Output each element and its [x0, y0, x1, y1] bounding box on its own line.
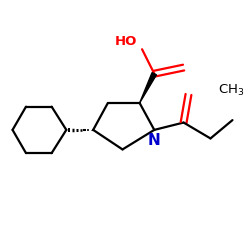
Text: CH$_3$: CH$_3$	[218, 83, 244, 98]
Text: N: N	[148, 134, 161, 148]
Polygon shape	[140, 72, 156, 103]
Text: HO: HO	[115, 35, 137, 48]
